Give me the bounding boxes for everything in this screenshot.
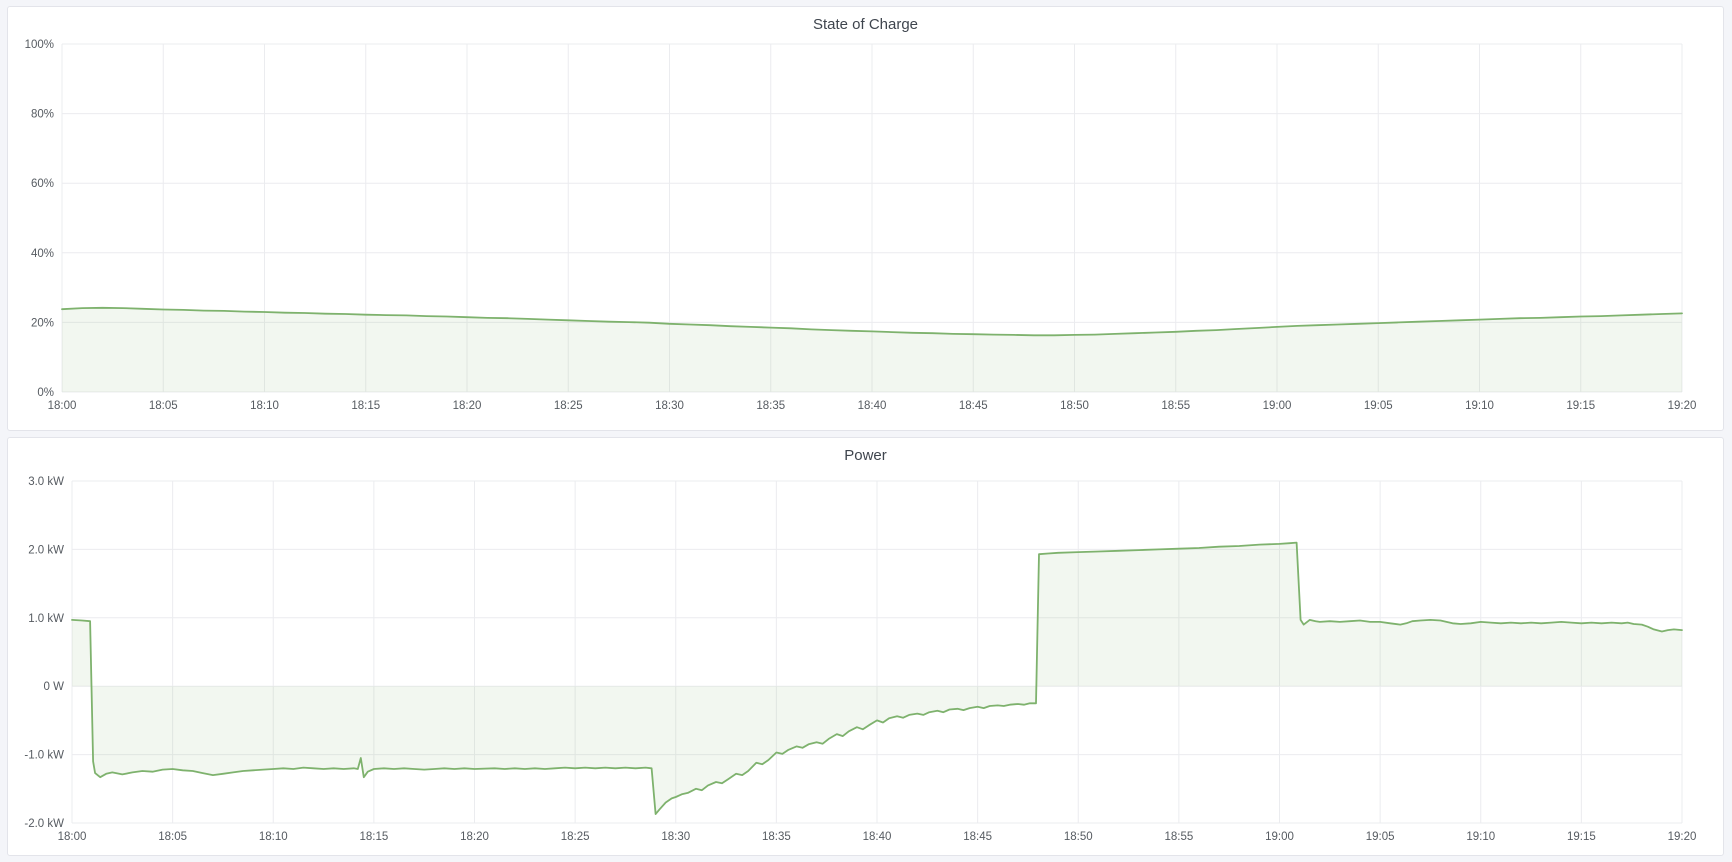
power-xtick-label: 18:30 — [661, 831, 690, 843]
soc-xtick-label: 18:35 — [756, 400, 785, 412]
soc-xtick-label: 18:55 — [1161, 400, 1190, 412]
soc-xtick-label: 18:30 — [655, 400, 684, 412]
soc-xtick-label: 19:00 — [1263, 400, 1292, 412]
power-series-area — [72, 542, 1682, 815]
soc-ytick-label: 60% — [31, 178, 54, 190]
power-xtick-label: 19:20 — [1668, 831, 1697, 843]
panel-state-of-charge: State of Charge 100% 80% 60% 40% 20% 0% 18:00 1… — [7, 6, 1724, 431]
soc-xtick-label: 18:20 — [453, 400, 482, 412]
soc-chart[interactable]: 100% 80% 60% 40% 20% 0%18:00 18:05 18:10 18:15 18… — [8, 7, 1723, 430]
power-xtick-label: 19:00 — [1265, 831, 1294, 843]
power-xtick-label: 18:50 — [1064, 831, 1093, 843]
power-ytick-label: -1.0 kW — [24, 750, 64, 762]
soc-xtick-label: 18:10 — [250, 400, 279, 412]
soc-xtick-label: 18:45 — [959, 400, 988, 412]
soc-xtick-label: 18:25 — [554, 400, 583, 412]
power-ytick-label: 1.0 kW — [28, 613, 64, 625]
soc-xtick-label: 18:05 — [149, 400, 178, 412]
power-ytick-label: -2.0 kW — [24, 818, 64, 830]
soc-xtick-label: 19:20 — [1668, 400, 1697, 412]
soc-ytick-label: 0% — [37, 387, 54, 399]
power-chart[interactable]: 3.0 kW 2.0 kW 1.0 kW 0 W -1.0 kW -2.0 kW18:00… — [8, 438, 1723, 855]
soc-xtick-label: 19:05 — [1364, 400, 1393, 412]
power-xtick-label: 18:15 — [359, 831, 388, 843]
power-xtick-label: 18:00 — [58, 831, 87, 843]
power-series-line — [71, 541, 1683, 815]
power-xtick-label: 18:25 — [561, 831, 590, 843]
power-xtick-label: 18:45 — [963, 831, 992, 843]
soc-ytick-label: 100% — [25, 39, 54, 51]
panel-power: Power 3.0 kW 2.0 kW 1.0 kW 0 W -1.0 kW -2.0 k… — [7, 437, 1724, 856]
soc-series-area — [62, 307, 1682, 392]
soc-series-line — [61, 306, 1683, 337]
soc-xtick-label: 19:10 — [1465, 400, 1494, 412]
power-xtick-label: 19:10 — [1466, 831, 1495, 843]
soc-xtick-label: 18:50 — [1060, 400, 1089, 412]
power-xtick-label: 19:15 — [1567, 831, 1596, 843]
soc-xtick-label: 19:15 — [1566, 400, 1595, 412]
soc-ytick-label: 40% — [31, 248, 54, 260]
soc-ytick-label: 20% — [31, 317, 54, 329]
power-xtick-label: 18:35 — [762, 831, 791, 843]
power-ytick-label: 2.0 kW — [28, 544, 64, 556]
soc-xtick-label: 18:40 — [858, 400, 887, 412]
power-xtick-label: 18:40 — [863, 831, 892, 843]
power-xtick-label: 18:10 — [259, 831, 288, 843]
panel-title-state-of-charge[interactable]: State of Charge — [812, 16, 919, 33]
soc-ytick-label: 80% — [31, 109, 54, 121]
power-xtick-label: 19:05 — [1366, 831, 1395, 843]
soc-xtick-label: 18:15 — [351, 400, 380, 412]
power-xtick-label: 18:55 — [1164, 831, 1193, 843]
power-ytick-label: 3.0 kW — [28, 476, 64, 488]
power-ytick-label: 0 W — [44, 681, 65, 693]
panel-title-power[interactable]: Power — [844, 447, 887, 464]
soc-xtick-label: 18:00 — [48, 400, 77, 412]
power-xtick-label: 18:20 — [460, 831, 489, 843]
power-xtick-label: 18:05 — [158, 831, 187, 843]
